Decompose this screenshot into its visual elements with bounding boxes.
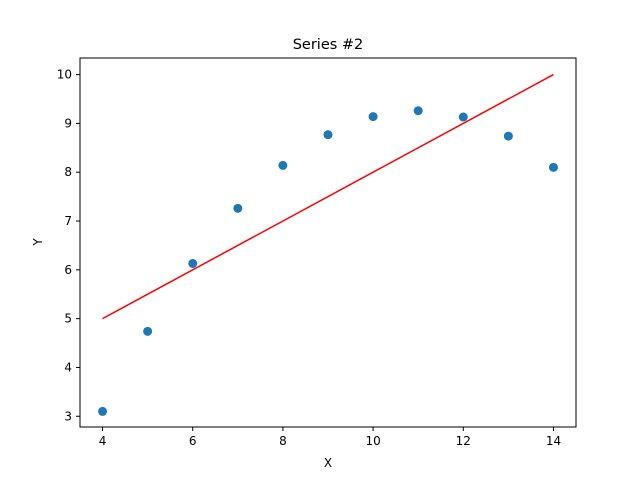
y-tick-label-9: 9 xyxy=(64,116,72,130)
x-tick-label-14: 14 xyxy=(546,434,561,448)
y-tick-label-8: 8 xyxy=(64,165,72,179)
x-axis-label: X xyxy=(324,456,332,470)
y-axis-label: Y xyxy=(31,238,45,247)
data-point-6 xyxy=(188,258,198,268)
y-tick-label-4: 4 xyxy=(64,360,72,374)
data-point-14 xyxy=(548,162,558,172)
x-tick-label-8: 8 xyxy=(279,434,287,448)
data-point-10 xyxy=(368,112,378,122)
fit-line xyxy=(102,73,554,320)
data-point-12 xyxy=(458,112,468,122)
data-point-9 xyxy=(323,130,333,140)
data-point-7 xyxy=(233,203,243,213)
axes: 4 6 8 10 12 14 3 4 5 6 7 8 9 10 xyxy=(57,57,577,448)
y-tick-label-3: 3 xyxy=(64,409,72,423)
y-tick-label-6: 6 xyxy=(64,263,72,277)
plot-area xyxy=(98,73,558,416)
data-point-11 xyxy=(413,106,423,116)
data-point-5 xyxy=(143,326,153,336)
x-tick-label-10: 10 xyxy=(365,434,380,448)
axes-frame xyxy=(79,57,577,428)
y-tick-label-5: 5 xyxy=(64,312,72,326)
x-tick-label-4: 4 xyxy=(99,434,107,448)
data-point-13 xyxy=(503,131,513,141)
y-tick-label-7: 7 xyxy=(64,214,72,228)
x-tick-label-12: 12 xyxy=(456,434,471,448)
chart-title: Series #2 xyxy=(293,37,364,53)
data-point-8 xyxy=(278,160,288,170)
data-point-4 xyxy=(98,406,108,416)
x-tick-label-6: 6 xyxy=(189,434,197,448)
y-tick-label-10: 10 xyxy=(57,68,72,82)
